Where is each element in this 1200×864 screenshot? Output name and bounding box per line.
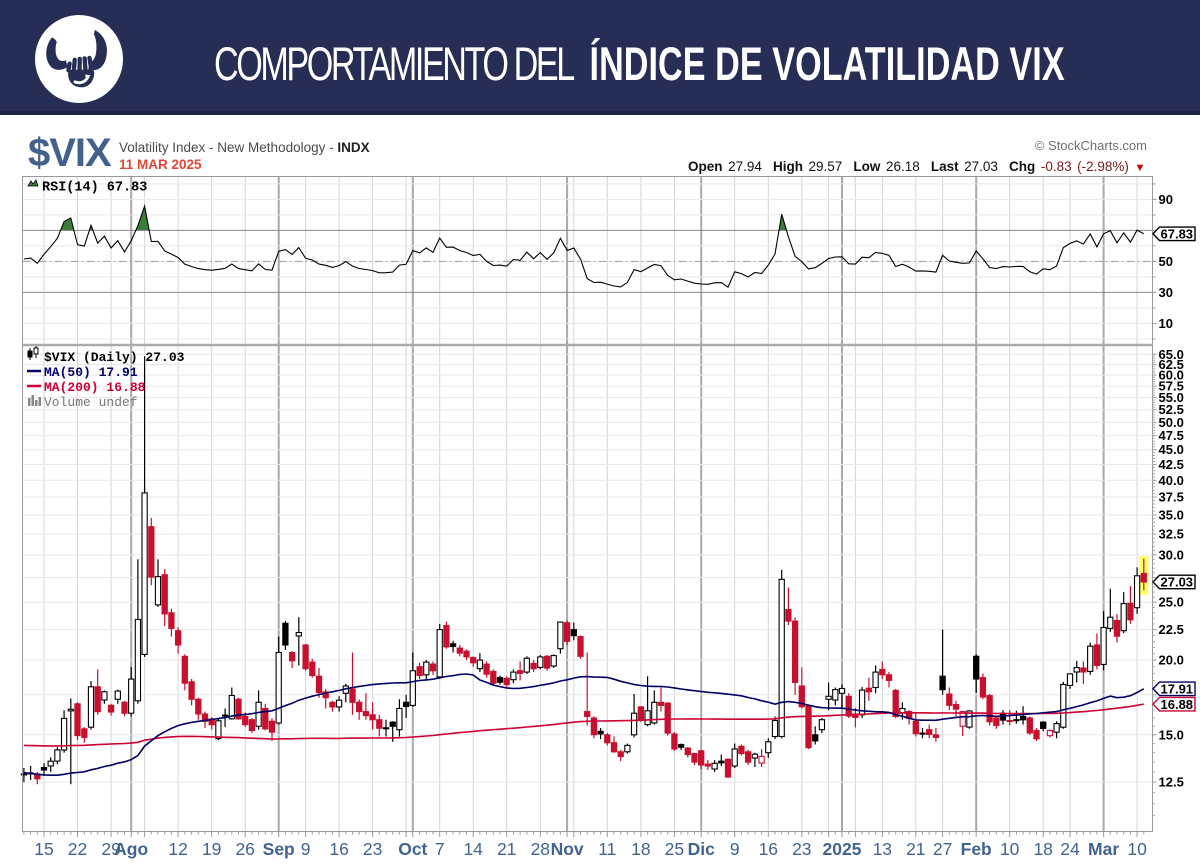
svg-text:50.0: 50.0: [1159, 415, 1184, 430]
svg-text:23: 23: [363, 839, 382, 859]
svg-text:22: 22: [68, 839, 87, 859]
svg-text:16: 16: [759, 839, 778, 859]
svg-text:15: 15: [34, 839, 53, 859]
svg-text:22.5: 22.5: [1159, 622, 1184, 637]
svg-text:60.0: 60.0: [1159, 368, 1184, 383]
svg-text:Ago: Ago: [114, 839, 148, 859]
svg-text:12.5: 12.5: [1159, 775, 1184, 790]
svg-text:16: 16: [329, 839, 348, 859]
svg-text:18: 18: [631, 839, 650, 859]
svg-text:Feb: Feb: [961, 839, 992, 859]
svg-text:10: 10: [1159, 316, 1173, 331]
svg-text:21: 21: [497, 839, 516, 859]
svg-text:62.5: 62.5: [1159, 357, 1184, 372]
svg-text:55.0: 55.0: [1159, 390, 1184, 405]
svg-text:65.0: 65.0: [1159, 347, 1184, 362]
svg-text:11: 11: [598, 839, 616, 859]
svg-text:13: 13: [873, 839, 892, 859]
svg-text:Dic: Dic: [688, 839, 716, 859]
svg-text:18: 18: [1033, 839, 1052, 859]
svg-text:30.0: 30.0: [1159, 547, 1184, 562]
svg-text:10: 10: [1000, 839, 1020, 859]
svg-text:20.0: 20.0: [1159, 653, 1184, 668]
svg-text:19: 19: [202, 839, 221, 859]
svg-text:32.5: 32.5: [1159, 527, 1184, 542]
svg-text:24: 24: [1060, 839, 1080, 859]
svg-text:30: 30: [1159, 285, 1173, 300]
svg-text:10: 10: [1127, 839, 1147, 859]
svg-text:52.5: 52.5: [1159, 402, 1184, 417]
svg-text:40.0: 40.0: [1159, 473, 1184, 488]
svg-text:9: 9: [301, 839, 311, 859]
svg-text:16.88: 16.88: [1161, 697, 1194, 712]
svg-text:47.5: 47.5: [1159, 428, 1184, 443]
svg-text:17.91: 17.91: [1161, 682, 1194, 697]
svg-text:57.5: 57.5: [1159, 379, 1184, 394]
svg-text:9: 9: [730, 839, 740, 859]
svg-text:2025: 2025: [823, 839, 862, 859]
svg-text:23: 23: [792, 839, 811, 859]
svg-text:45.0: 45.0: [1159, 442, 1184, 457]
svg-text:$VIX (Daily) 27.03: $VIX (Daily) 27.03: [44, 350, 185, 365]
svg-text:7: 7: [435, 839, 445, 859]
svg-text:25: 25: [665, 839, 684, 859]
svg-text:26: 26: [235, 839, 254, 859]
svg-text:Volume undef: Volume undef: [44, 395, 138, 410]
svg-text:27: 27: [933, 839, 952, 859]
svg-text:15.0: 15.0: [1159, 727, 1184, 742]
svg-text:21: 21: [906, 839, 925, 859]
svg-text:RSI(14) 67.83: RSI(14) 67.83: [42, 181, 147, 196]
svg-text:Mar: Mar: [1088, 839, 1119, 859]
svg-text:29: 29: [101, 839, 120, 859]
svg-text:MA(200) 16.88: MA(200) 16.88: [44, 380, 146, 395]
svg-text:37.5: 37.5: [1159, 490, 1184, 505]
svg-text:27.03: 27.03: [1161, 575, 1194, 590]
svg-text:14: 14: [463, 839, 483, 859]
svg-text:MA(50) 17.91: MA(50) 17.91: [44, 365, 138, 380]
svg-text:35.0: 35.0: [1159, 507, 1184, 522]
svg-text:67.83: 67.83: [1161, 227, 1194, 242]
svg-text:90: 90: [1159, 192, 1173, 207]
svg-text:Sep: Sep: [263, 839, 295, 859]
svg-text:12: 12: [168, 839, 187, 859]
svg-text:25.0: 25.0: [1159, 595, 1184, 610]
svg-text:Oct: Oct: [398, 839, 427, 859]
svg-text:42.5: 42.5: [1159, 457, 1184, 472]
svg-text:Nov: Nov: [551, 839, 584, 859]
svg-text:50: 50: [1159, 254, 1173, 269]
svg-text:28: 28: [531, 839, 550, 859]
